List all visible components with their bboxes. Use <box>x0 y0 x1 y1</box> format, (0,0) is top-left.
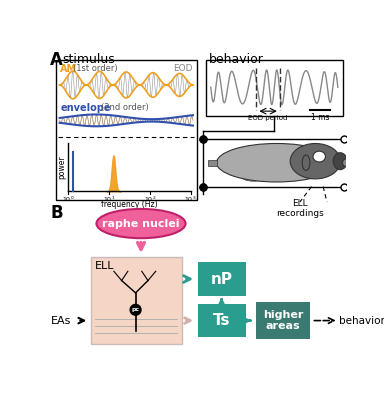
Ellipse shape <box>333 153 347 170</box>
Text: stimulus: stimulus <box>62 53 115 66</box>
Bar <box>198 304 246 337</box>
Text: frequency (Hz): frequency (Hz) <box>101 200 158 210</box>
Bar <box>91 258 182 344</box>
Text: behavior: behavior <box>339 316 384 326</box>
Text: nP: nP <box>210 272 233 286</box>
Ellipse shape <box>290 144 341 179</box>
FancyArrow shape <box>208 160 217 166</box>
Text: power: power <box>58 156 66 179</box>
Text: raphe nuclei: raphe nuclei <box>102 218 180 228</box>
Text: (1st order): (1st order) <box>73 64 118 73</box>
Circle shape <box>130 304 141 315</box>
Text: ELL
recordings: ELL recordings <box>276 199 324 218</box>
Text: ELL: ELL <box>94 261 114 271</box>
Bar <box>198 262 246 296</box>
Ellipse shape <box>96 209 185 238</box>
Text: 1 ms: 1 ms <box>311 114 329 122</box>
Ellipse shape <box>343 159 350 166</box>
Ellipse shape <box>242 172 265 181</box>
Text: pc: pc <box>131 307 140 312</box>
Text: A: A <box>50 51 63 69</box>
Text: EOD: EOD <box>173 64 192 73</box>
Bar <box>206 60 343 116</box>
Ellipse shape <box>313 151 326 162</box>
Text: $10^3$: $10^3$ <box>184 195 197 204</box>
Text: $10^0$: $10^0$ <box>62 195 74 204</box>
Text: B: B <box>50 204 63 222</box>
Text: EAs: EAs <box>51 316 71 326</box>
Text: (2nd order): (2nd order) <box>101 104 149 112</box>
Text: EOD period: EOD period <box>248 115 288 121</box>
Text: envelope: envelope <box>60 104 111 114</box>
Text: higher
areas: higher areas <box>263 310 303 331</box>
Ellipse shape <box>217 144 337 182</box>
Text: AM: AM <box>60 64 78 74</box>
Bar <box>256 302 310 339</box>
Text: Ts: Ts <box>213 313 230 328</box>
Text: behavior: behavior <box>209 53 264 66</box>
Bar <box>56 60 197 200</box>
Text: $10^1$: $10^1$ <box>103 195 115 204</box>
Text: $10^2$: $10^2$ <box>144 195 156 204</box>
